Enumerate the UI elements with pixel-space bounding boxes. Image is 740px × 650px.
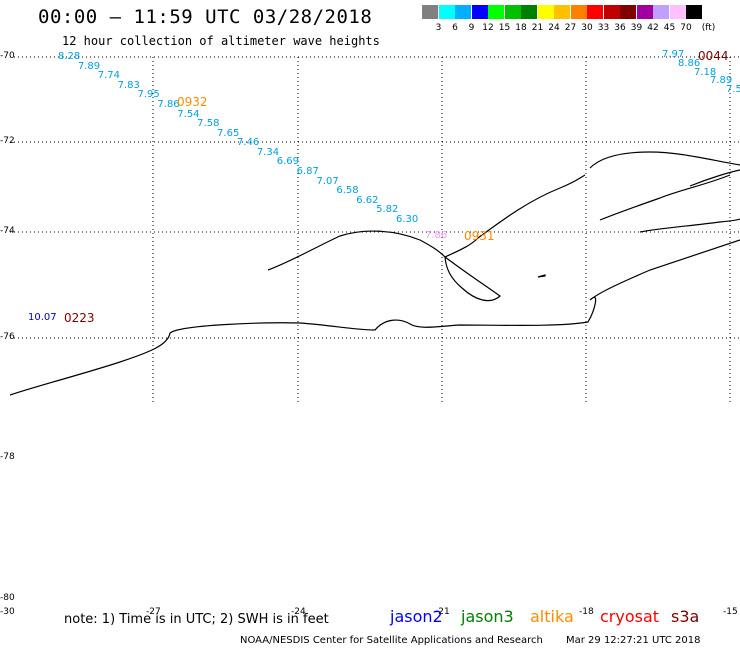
legend-tick: 33 (597, 23, 610, 33)
legend-tick: 24 (548, 23, 560, 33)
legend-swatch (488, 5, 504, 19)
wave-height-value: 7.34 (256, 146, 280, 158)
satellite-cryosat: cryosat (600, 607, 660, 626)
legend-swatch (521, 5, 537, 19)
legend-swatch (686, 5, 702, 19)
wave-height-value: 7.95 (137, 89, 160, 101)
legend-tick: 21 (531, 23, 544, 33)
wave-height-value: 6.69 (276, 156, 299, 168)
lon-label: -27 (146, 607, 161, 617)
page-subtitle: 12 hour collection of altimeter wave hei… (62, 34, 380, 48)
lon-label: -15 (723, 607, 738, 617)
isolated-observation: 10.07 (28, 312, 57, 323)
wave-height-value: 6.87 (296, 166, 319, 178)
legend-swatch (554, 5, 570, 19)
lat-label: -74 (0, 226, 15, 236)
graticule (10, 56, 740, 405)
legend-unit: (ft) (701, 23, 716, 33)
satellite-altika: altika (530, 607, 574, 626)
legend-swatch (620, 5, 636, 19)
lon-label: -30 (0, 607, 15, 617)
legend-swatch (587, 5, 603, 19)
wave-height-value: 7.46 (236, 137, 260, 149)
satellite-jason2: jason2 (390, 607, 443, 626)
legend-swatch (471, 5, 488, 19)
lat-label: -72 (0, 136, 15, 146)
faint-observation: 7.86 (425, 230, 448, 241)
lat-label: -76 (0, 332, 15, 342)
satellite-s3a: s3a (671, 607, 700, 626)
legend-tick: 6 (452, 23, 458, 33)
wave-height-value: 8.28 (58, 51, 81, 62)
legend-swatch (603, 5, 620, 19)
lat-label: -78 (0, 452, 15, 462)
legend-tick: 39 (630, 23, 643, 33)
coastline (9, 151, 740, 396)
pass-time-label: 0223 (64, 311, 95, 325)
legend-tick: 70 (680, 23, 692, 33)
wave-height-value: 6.58 (336, 185, 359, 197)
legend-swatch (422, 5, 438, 19)
legend-swatch (570, 5, 587, 19)
legend-tick: 30 (581, 23, 593, 33)
legend-swatch (438, 5, 455, 19)
wave-height-value: 7.07 (316, 175, 339, 187)
wave-height-value: 7.65 (217, 127, 240, 139)
legend-swatch (504, 5, 521, 19)
wave-height-value: 7.74 (97, 70, 121, 82)
credit-line: NOAA/NESDIS Center for Satellite Applica… (240, 635, 543, 646)
legend-tick: 18 (515, 23, 527, 33)
legend-swatch (537, 5, 554, 19)
wave-height-value: 7.5 (726, 84, 740, 95)
wave-height-value: 7.89 (710, 75, 733, 87)
legend-tick: 9 (468, 23, 475, 33)
legend-tick: 12 (482, 23, 494, 33)
legend-swatch (636, 5, 653, 19)
lon-label: -24 (291, 607, 306, 617)
wave-height-value: 6.62 (356, 194, 379, 206)
wave-height-value: 6.30 (396, 214, 419, 225)
wave-height-value: 7.86 (157, 98, 180, 110)
legend-swatch (455, 5, 471, 19)
wave-height-value: 8.86 (678, 57, 701, 69)
legend-swatch (669, 5, 686, 19)
pass-time-label: 0044 (698, 49, 729, 63)
pass-time-label: 0931 (464, 229, 495, 243)
legend-tick: 27 (564, 23, 577, 33)
credit-timestamp: Mar 29 12:27:21 UTC 2018 (566, 635, 701, 646)
wave-height-value: 7.58 (197, 118, 220, 130)
lon-label: -18 (579, 607, 594, 617)
wave-height-value: 5.82 (376, 204, 399, 216)
legend-tick: 15 (498, 23, 511, 33)
wave-height-value: 7.97 (662, 49, 685, 60)
legend-tick: 45 (663, 23, 676, 33)
wave-height-value: 7.89 (77, 60, 101, 72)
legend-tick: 36 (614, 23, 626, 33)
wave-height-value: 7.18 (694, 66, 717, 78)
legend-tick: 3 (435, 23, 442, 33)
lon-label: -21 (435, 607, 450, 617)
legend-tick: 42 (647, 23, 659, 33)
pass-time-label: 0932 (177, 95, 208, 109)
satellite-jason3: jason3 (461, 607, 514, 626)
wave-height-value: 7.54 (177, 108, 200, 120)
lat-label: -70 (0, 51, 15, 61)
page-title: 00:00 – 11:59 UTC 03/28/2018 (38, 6, 373, 28)
wave-height-value: 7.83 (117, 79, 140, 91)
legend-swatch (653, 5, 669, 19)
footnote: note: 1) Time is in UTC; 2) SWH is in fe… (64, 612, 329, 627)
lat-label: -80 (0, 593, 15, 603)
